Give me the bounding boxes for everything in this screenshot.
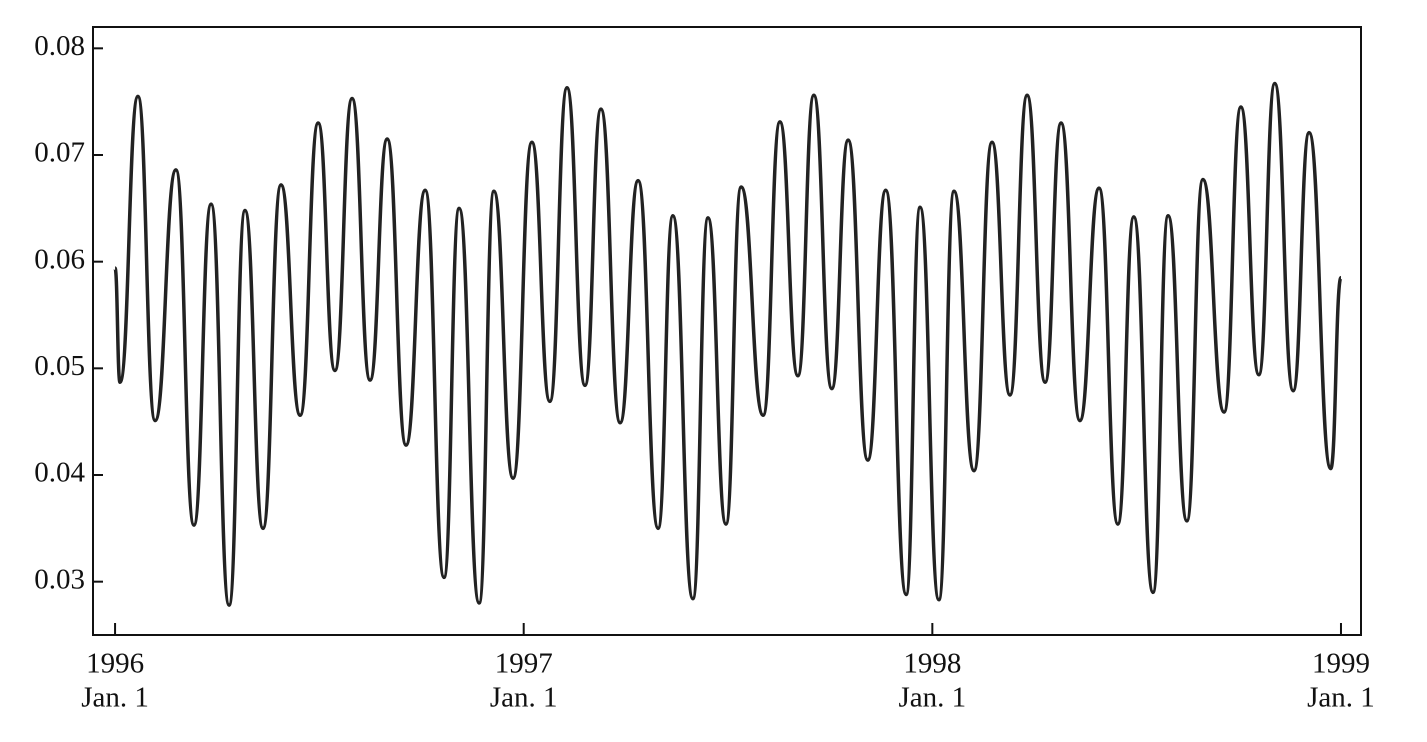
x-tick-label: 1998	[903, 648, 961, 680]
y-tick-label: 0.06	[34, 243, 85, 275]
x-tick-sublabel: Jan. 1	[899, 682, 967, 714]
x-tick-sublabel: Jan. 1	[1307, 682, 1375, 714]
x-tick-label: 1996	[86, 648, 144, 680]
x-tick-sublabel: Jan. 1	[490, 682, 558, 714]
y-tick-label: 0.04	[34, 457, 85, 489]
y-tick-label: 0.08	[34, 30, 85, 62]
plot-frame	[92, 26, 1362, 636]
x-tick-label: 1997	[495, 648, 553, 680]
x-tick-label: 1999	[1312, 648, 1370, 680]
line	[113, 81, 1343, 607]
y-tick-label: 0.05	[34, 350, 85, 382]
y-tick-label: 0.03	[34, 563, 85, 595]
y-tick-label: 0.07	[34, 137, 85, 169]
x-tick-sublabel: Jan. 1	[81, 682, 149, 714]
